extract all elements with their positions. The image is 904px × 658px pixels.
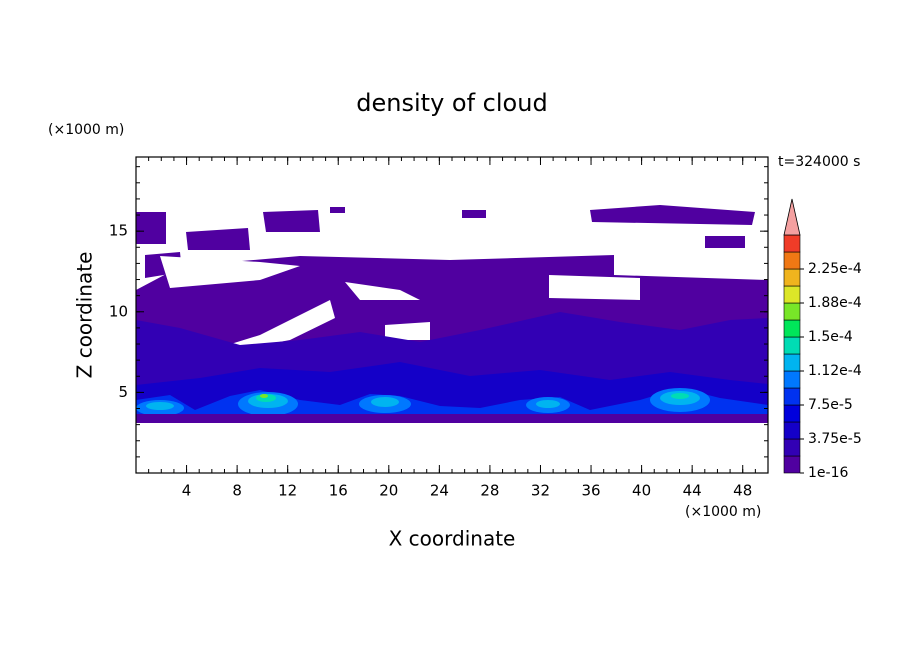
y-tick-label: 10 xyxy=(109,302,128,320)
colorbar-band xyxy=(783,285,801,304)
y-tick-label: 15 xyxy=(109,222,128,240)
colorbar-tick-label: 1e-16 xyxy=(808,465,848,481)
contour-hole xyxy=(136,256,768,423)
contour-region xyxy=(146,402,174,410)
y-unit: (×1000 m) xyxy=(48,122,124,138)
contour-region xyxy=(145,205,755,278)
chart-title: density of cloud xyxy=(356,89,547,117)
x-tick-label: 16 xyxy=(329,482,348,500)
colorbar-tick-label: 7.5e-5 xyxy=(808,397,853,413)
colorbar-band xyxy=(783,336,801,355)
contour-field xyxy=(136,205,768,423)
x-tick-label: 44 xyxy=(683,482,702,500)
contour-region xyxy=(136,414,768,423)
colorbar-tick-label: 1.5e-4 xyxy=(808,329,853,345)
colorbar-band xyxy=(783,438,801,457)
x-tick-label: 36 xyxy=(581,482,600,500)
x-tick-label: 40 xyxy=(632,482,651,500)
x-tick-label: 24 xyxy=(430,482,449,500)
contour-region xyxy=(136,388,768,418)
y-axis-label: Z coordinate xyxy=(73,252,97,379)
contour-region xyxy=(260,394,268,398)
x-tick-label: 32 xyxy=(531,482,550,500)
contour-region xyxy=(136,212,166,244)
colorbar-tick-label: 3.75e-5 xyxy=(808,431,862,447)
colorbar-band xyxy=(783,421,801,440)
colorbar-band xyxy=(783,370,801,389)
time-label: t=324000 s xyxy=(778,154,860,170)
contour-region xyxy=(536,400,560,408)
colorbar-band xyxy=(783,455,801,474)
colorbar-extend xyxy=(783,198,801,236)
colorbar-band xyxy=(783,404,801,423)
contour-region xyxy=(371,397,399,407)
colorbar-band xyxy=(783,302,801,321)
colorbar-band xyxy=(783,234,801,253)
x-tick-label: 4 xyxy=(182,482,192,500)
x-tick-label: 48 xyxy=(733,482,752,500)
x-axis-label: X coordinate xyxy=(389,527,516,551)
colorbar-band xyxy=(783,353,801,372)
colorbar-tick-label: 1.12e-4 xyxy=(808,363,862,379)
y-tick-label: 5 xyxy=(118,383,128,401)
x-unit: (×1000 m) xyxy=(685,504,761,520)
colorbar-band xyxy=(783,251,801,270)
x-tick-label: 28 xyxy=(480,482,499,500)
colorbar-band xyxy=(783,319,801,338)
colorbar-tick-label: 2.25e-4 xyxy=(808,261,862,277)
colorbar-band xyxy=(783,268,801,287)
colorbar-tick-label: 1.88e-4 xyxy=(808,295,862,311)
contour-region xyxy=(671,393,689,399)
x-tick-label: 8 xyxy=(232,482,242,500)
x-tick-label: 12 xyxy=(278,482,297,500)
x-tick-label: 20 xyxy=(379,482,398,500)
colorbar-band xyxy=(783,387,801,406)
